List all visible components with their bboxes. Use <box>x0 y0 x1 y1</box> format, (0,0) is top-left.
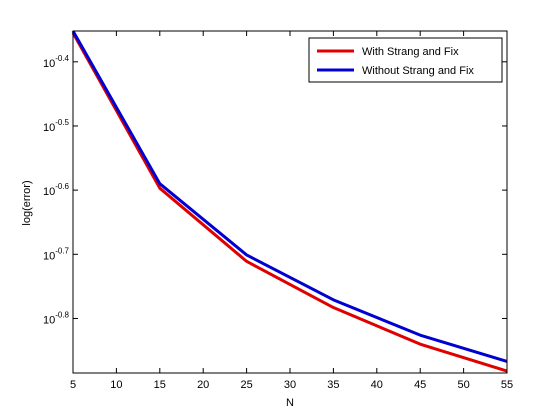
y-axis-label: log(error) <box>21 180 33 225</box>
legend-label-without-strang-and-fix: Without Strang and Fix <box>362 65 474 77</box>
x-tick-label: 50 <box>457 379 469 391</box>
series-line-1 <box>71 30 508 363</box>
series-layer <box>71 30 508 373</box>
y-tick-label: 10-0.4 <box>43 54 70 70</box>
y-tick-label: 10-0.5 <box>43 118 70 134</box>
x-tick-label: 45 <box>414 379 426 391</box>
y-tick-label: 10-0.7 <box>43 246 70 262</box>
x-axis-ticks: 5 10 15 20 25 30 35 40 45 50 55 <box>70 31 513 391</box>
x-tick-label: 30 <box>284 379 296 391</box>
y-axis-ticks: 10-0.4 10-0.5 10-0.6 10-0.7 10-0.8 <box>43 54 507 326</box>
x-tick-label: 5 <box>70 379 76 391</box>
x-tick-label: 20 <box>197 379 209 391</box>
series-line-0 <box>71 32 508 373</box>
plot-area <box>73 31 507 373</box>
y-tick-label: 10-0.6 <box>43 182 70 198</box>
x-tick-label: 40 <box>371 379 383 391</box>
x-tick-label: 10 <box>110 379 122 391</box>
x-tick-label: 15 <box>154 379 166 391</box>
y-tick-label: 10-0.8 <box>43 310 70 326</box>
legend: With Strang and Fix Without Strang and F… <box>308 37 503 83</box>
x-tick-label: 35 <box>327 379 339 391</box>
legend-label-with-strang-and-fix: With Strang and Fix <box>362 46 459 58</box>
x-tick-label: 25 <box>240 379 252 391</box>
x-tick-label: 55 <box>501 379 513 391</box>
x-axis-label: N <box>286 397 294 409</box>
legend-box <box>308 37 503 83</box>
